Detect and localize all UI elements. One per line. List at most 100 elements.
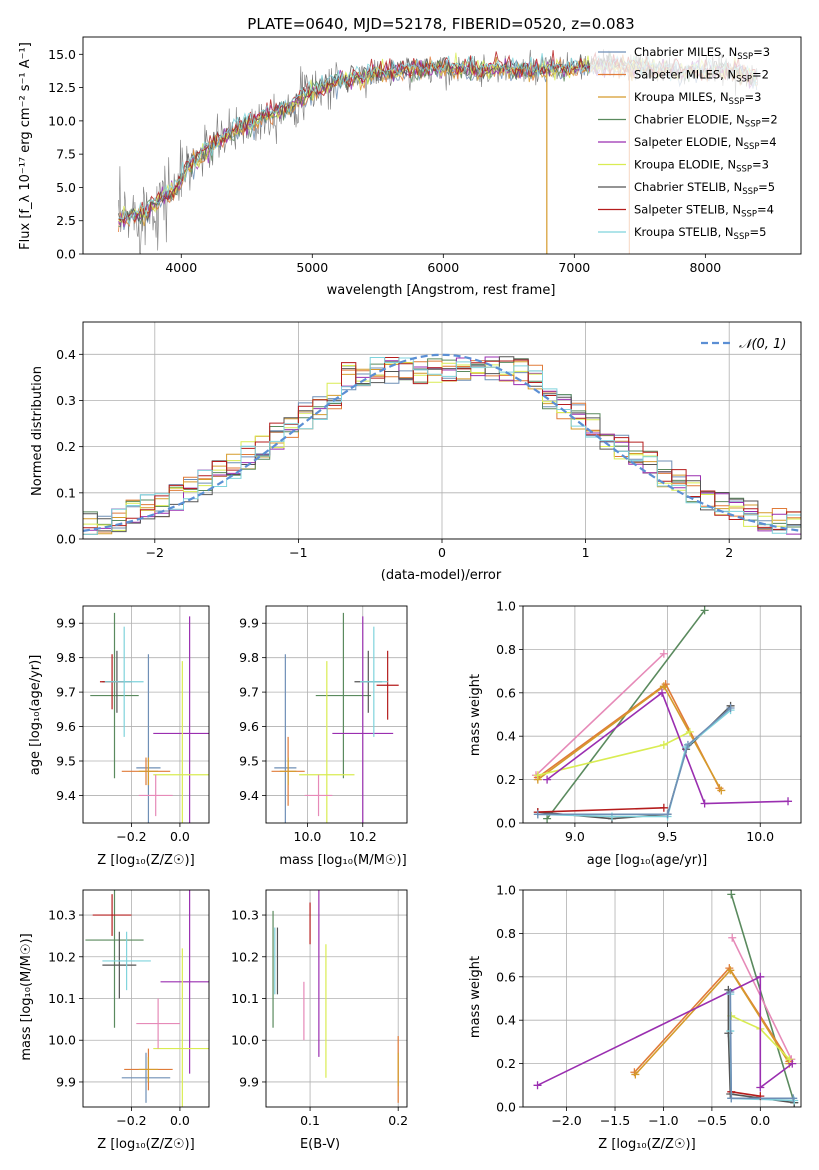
mass-weight-marker [756, 1083, 765, 1092]
y-tick-label: 0.0 [496, 816, 516, 831]
error-bar-point [299, 661, 355, 823]
legend-value: =5 [758, 180, 775, 194]
error-bar-point [138, 757, 159, 786]
mass-weight-marker [784, 797, 793, 806]
y-tick-label: 0.2 [496, 772, 516, 787]
mass-weight-marker [726, 966, 735, 975]
weight-vs-age-panel: 9.0 9.5 10.0 0.0 0.2 0.4 0.6 0.8 1.0 [496, 599, 802, 844]
legend-value: =4 [760, 135, 777, 149]
plot-area [83, 890, 209, 1107]
y-tick-label: 0.4 [496, 1013, 516, 1028]
spectrum-title: PLATE=0640, MJD=52178, FIBERID=0520, z=0… [247, 15, 634, 33]
y-tick-label: 0.4 [496, 729, 516, 744]
x-tick-label: −1.0 [648, 1113, 678, 1128]
legend-value: =3 [753, 45, 770, 59]
legend-subscript: SSP [729, 97, 745, 107]
legend-value: =2 [752, 68, 769, 82]
mass-weight-marker [543, 814, 552, 823]
mass-weight-marker [533, 771, 542, 780]
y-tick-label: 7.5 [56, 147, 76, 162]
x-tick-label: −1 [289, 545, 307, 560]
axes-frame [82, 889, 210, 1108]
spectrum-legend: Chabrier MILES, NSSP=3 Salpeter MILES, NS… [590, 42, 797, 254]
y-tick-label: 9.4 [239, 788, 259, 803]
spectrum-panel: 4000 5000 6000 7000 8000 0.0 2.5 5.0 7.5 10.0 12.5… [48, 36, 802, 275]
y-tick-label: 9.6 [239, 719, 259, 734]
mass-weight-marker [685, 727, 694, 736]
y-tick-label: 9.5 [56, 754, 76, 769]
residual-histogram [83, 358, 801, 528]
gaussian-reference-line [83, 353, 801, 532]
spectrum-xlabel: wavelength [Angstrom, rest frame] [327, 283, 556, 298]
legend-label: Salpeter STELIB, NSSP=4 [634, 203, 774, 220]
residuals-ylabel: Normed distribution [30, 366, 45, 496]
mass-weight-marker [683, 740, 692, 749]
x-tick-label: −1.5 [600, 1113, 630, 1128]
x-tick-label: 10.0 [294, 829, 322, 844]
error-bar-point [85, 890, 144, 1028]
mass-weight-marker [756, 972, 765, 981]
error-bar-point [104, 626, 144, 737]
x-tick-label: 0.0 [750, 1113, 770, 1128]
y-tick-label: 0.8 [496, 642, 516, 657]
y-tick-label: 2.5 [56, 213, 76, 228]
error-bar-point [138, 774, 173, 817]
mass-weight-series [537, 807, 664, 813]
weight-vs-age-ylabel: mass weight [468, 674, 483, 756]
error-bar-point [102, 931, 151, 991]
mass-weight-marker [726, 703, 735, 712]
x-tick-label: −2 [146, 545, 164, 560]
y-tick-label: 0.4 [56, 347, 76, 362]
legend-subscript: SSP [742, 187, 758, 197]
error-bar-point [279, 757, 297, 786]
y-tick-label: 9.8 [239, 650, 259, 665]
mass-weight-marker [726, 987, 735, 996]
mass-weight-marker [533, 1081, 542, 1090]
mass-weight-marker [727, 890, 736, 899]
y-tick-label: 0.0 [56, 247, 76, 262]
legend-value: =4 [757, 203, 774, 217]
age-vs-Z-ylabel: age [log₁₀(age/yr)] [28, 655, 43, 776]
x-tick-label: 10.2 [349, 829, 377, 844]
mass-weight-marker [659, 649, 668, 658]
y-tick-label: 0.0 [56, 532, 76, 547]
mass-weight-series [730, 894, 795, 1103]
legend-label: Chabrier STELIB, NSSP=5 [634, 180, 775, 197]
legend-value: =2 [761, 113, 778, 127]
y-tick-label: 9.9 [56, 1074, 76, 1089]
legend-value: =3 [744, 90, 761, 104]
plot-area [83, 606, 209, 823]
x-tick-label: 2 [725, 545, 733, 560]
spectrum-ylabel: Flux [f_λ 10⁻¹⁷ erg cm⁻² s⁻¹ A⁻¹] [18, 42, 33, 250]
error-bar-point [360, 626, 388, 737]
x-tick-label: 4000 [165, 260, 197, 275]
error-bar-point [304, 774, 333, 817]
legend-label: Chabrier MILES, NSSP=3 [634, 45, 770, 62]
residuals-legend: 𝒩(0, 1) [701, 337, 786, 352]
y-tick-label: 15.0 [48, 47, 76, 62]
x-tick-label: −0.2 [116, 829, 146, 844]
y-tick-label: 0.3 [56, 393, 76, 408]
error-bar-point [315, 612, 372, 779]
residuals-xlabel: (data-model)/error [381, 568, 502, 583]
x-tick-label: −2.0 [551, 1113, 581, 1128]
x-tick-label: 0 [438, 545, 446, 560]
legend-subscript: SSP [737, 52, 753, 62]
y-tick-label: 1.0 [496, 883, 516, 898]
y-tick-label: 10.0 [231, 1033, 259, 1048]
y-tick-label: 0.1 [56, 485, 76, 500]
y-tick-label: 10.0 [48, 1033, 76, 1048]
y-tick-label: 9.7 [239, 685, 259, 700]
legend-label: Kroupa ELODIE, NSSP=3 [634, 158, 769, 175]
weight-vs-Z-xlabel: Z [log₁₀(Z/Z☉)] [598, 1137, 695, 1152]
legend-subscript: SSP [736, 75, 752, 85]
y-tick-label: 9.7 [56, 685, 76, 700]
y-tick-label: 9.9 [239, 616, 259, 631]
age-vs-mass-xlabel: mass [log₁₀(M/M☉)] [279, 853, 406, 868]
x-tick-label: −0.5 [697, 1113, 727, 1128]
error-bar-point [92, 894, 132, 936]
weight-vs-Z-panel: −2.0 −1.5 −1.0 −0.5 0.0 0.0 0.2 0.4 0.6 0.8 1.0 [496, 883, 802, 1128]
legend-subscript: SSP [741, 210, 757, 220]
error-bar-point [90, 612, 139, 779]
mass-vs-Z-ylabel: mass [log₁₀(M/M☉)] [19, 933, 34, 1060]
